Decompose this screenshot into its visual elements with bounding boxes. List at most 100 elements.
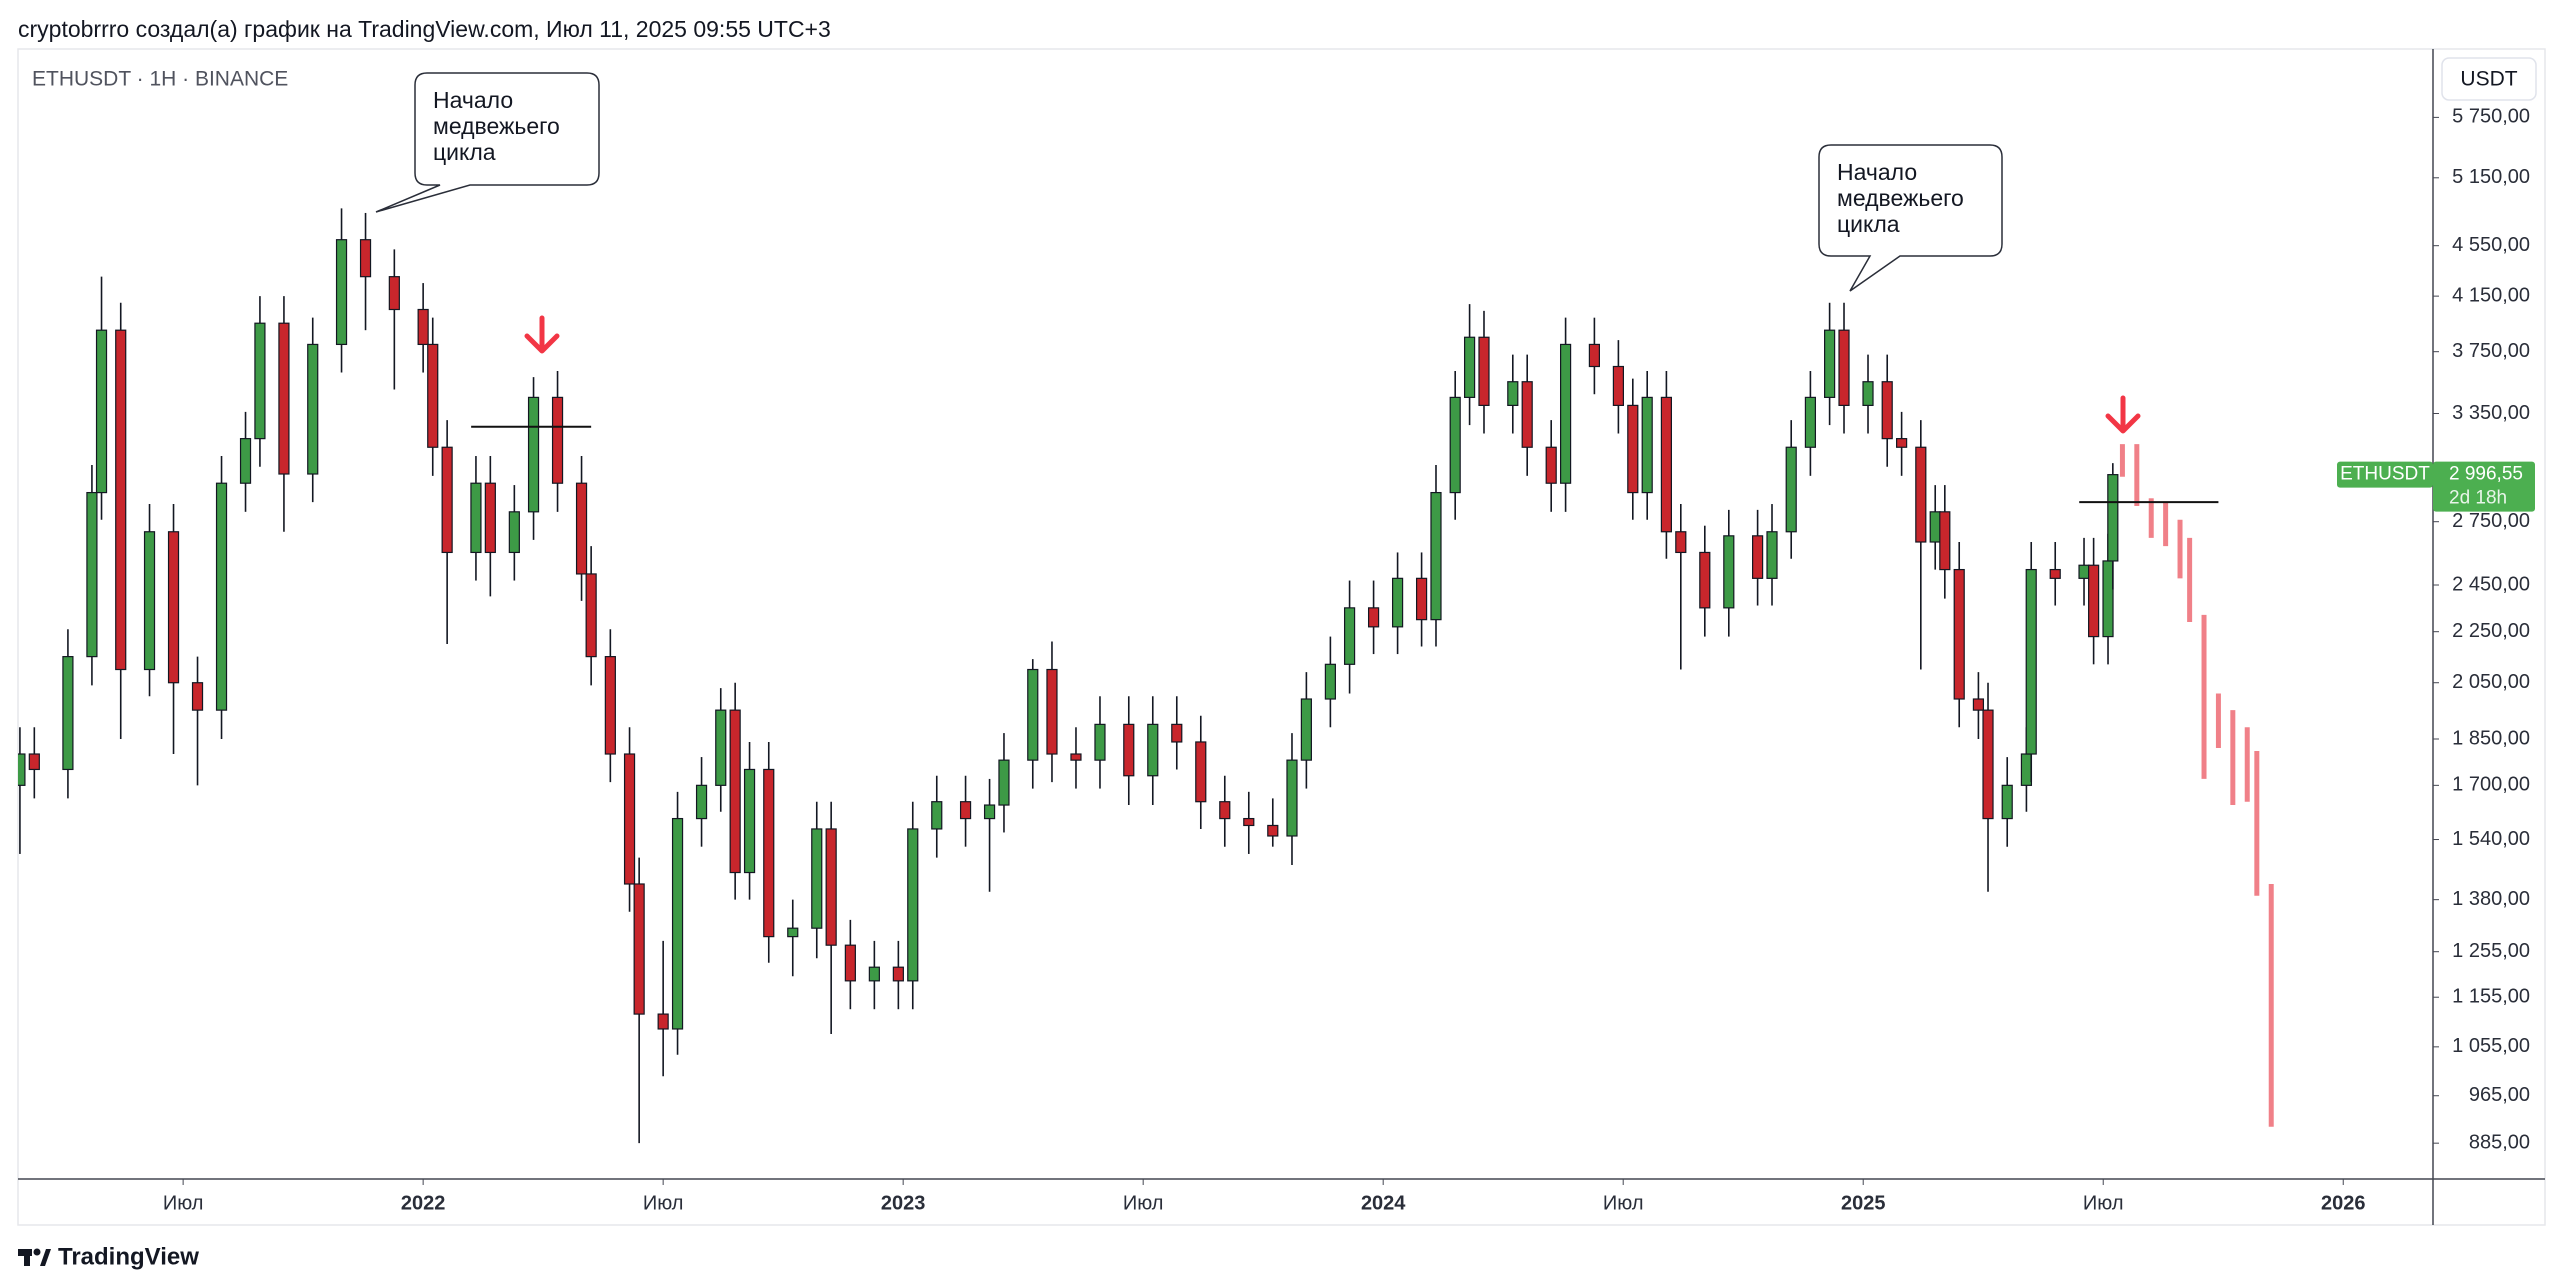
y-tick-label: 5 150,00 bbox=[2452, 166, 2530, 188]
candle bbox=[307, 317, 319, 503]
x-tick-label: 2024 bbox=[1361, 1192, 1406, 1214]
candle bbox=[633, 857, 645, 1144]
candle-body bbox=[1896, 438, 1908, 448]
candle-body bbox=[1324, 663, 1336, 700]
candle-body bbox=[1521, 381, 1533, 448]
candle bbox=[1723, 509, 1735, 637]
candle bbox=[215, 456, 228, 739]
candle-body bbox=[892, 966, 904, 982]
candle-body bbox=[1588, 343, 1600, 368]
candle bbox=[604, 629, 616, 783]
candle-body bbox=[2001, 784, 2013, 820]
candle-body bbox=[1147, 723, 1159, 777]
candle-body bbox=[307, 343, 319, 475]
candle bbox=[1752, 509, 1764, 606]
candle-body bbox=[811, 828, 823, 929]
y-tick-label: 3 350,00 bbox=[2452, 402, 2530, 424]
candle-body bbox=[729, 709, 741, 874]
candle bbox=[1343, 580, 1356, 694]
candle-body bbox=[633, 883, 645, 1015]
candle-body bbox=[1046, 668, 1058, 755]
candle bbox=[508, 485, 520, 581]
candle-body bbox=[931, 801, 943, 830]
y-tick-label: 3 750,00 bbox=[2452, 340, 2530, 362]
candle-body bbox=[115, 329, 127, 671]
candle-body bbox=[1545, 446, 1557, 484]
callout-text: цикла bbox=[433, 139, 496, 165]
header-note: cryptobrrro создал(а) график на TradingV… bbox=[18, 16, 831, 42]
red-arrow bbox=[2105, 395, 2141, 434]
candle bbox=[671, 791, 684, 1055]
candle bbox=[115, 302, 127, 739]
candle bbox=[1324, 636, 1336, 728]
x-tick-label: Июл bbox=[2083, 1192, 2124, 1214]
candle bbox=[1915, 420, 1927, 670]
candle-body bbox=[2107, 474, 2119, 562]
candle bbox=[787, 899, 799, 977]
candle bbox=[998, 733, 1010, 833]
y-tick-label: 1 700,00 bbox=[2452, 774, 2530, 796]
last-price-symbol: ETHUSDT bbox=[2340, 464, 2430, 485]
candle bbox=[1267, 798, 1279, 847]
candle bbox=[1559, 317, 1572, 512]
candle-body bbox=[715, 709, 727, 786]
candle-body bbox=[604, 656, 616, 755]
candle bbox=[1545, 420, 1557, 512]
candle-body bbox=[143, 531, 156, 671]
x-tick-label: 2026 bbox=[2321, 1192, 2366, 1214]
candle-body bbox=[998, 759, 1010, 806]
candle bbox=[1046, 641, 1058, 783]
y-tick-label: 1 380,00 bbox=[2452, 888, 2530, 910]
candle-body bbox=[470, 482, 482, 554]
candle bbox=[825, 801, 837, 1035]
currency-box[interactable] bbox=[2441, 57, 2537, 101]
candle-body bbox=[1094, 723, 1106, 761]
candle-body bbox=[1286, 759, 1298, 837]
candle-body bbox=[191, 682, 204, 711]
candle bbox=[191, 656, 204, 786]
candle bbox=[470, 456, 482, 581]
candle-body bbox=[1367, 607, 1380, 628]
callout-text: цикла bbox=[1837, 211, 1900, 237]
candle bbox=[1123, 696, 1135, 806]
candle bbox=[1286, 733, 1298, 866]
candle-body bbox=[695, 784, 708, 820]
brand-logo[interactable]: TradingView bbox=[18, 1243, 199, 1270]
last-price-countdown: 2d 18h bbox=[2449, 488, 2507, 509]
x-tick-label: Июл bbox=[643, 1192, 684, 1214]
candle bbox=[1699, 525, 1711, 637]
y-tick-label: 2 250,00 bbox=[2452, 620, 2530, 642]
red-arrow bbox=[524, 315, 560, 354]
candle-body bbox=[1267, 824, 1279, 837]
candle-body bbox=[1123, 723, 1135, 777]
candle-body bbox=[388, 276, 400, 311]
candle-body bbox=[1391, 577, 1404, 628]
candle bbox=[1478, 310, 1490, 434]
candle bbox=[959, 775, 972, 847]
candle bbox=[1804, 371, 1817, 476]
candle-body bbox=[254, 322, 266, 440]
callout-box bbox=[375, 72, 600, 213]
y-tick-label: 5 750,00 bbox=[2452, 106, 2530, 128]
candle-body bbox=[585, 573, 597, 658]
candle bbox=[167, 504, 180, 755]
candle bbox=[359, 212, 372, 331]
x-tick-label: 2022 bbox=[401, 1192, 446, 1214]
candle-body bbox=[1027, 668, 1039, 761]
candle bbox=[335, 208, 348, 373]
candle-body bbox=[1507, 381, 1519, 406]
candle-body bbox=[417, 308, 429, 346]
currency-label[interactable]: USDT bbox=[2460, 68, 2517, 91]
x-tick-label: Июл bbox=[163, 1192, 204, 1214]
candle bbox=[441, 420, 453, 645]
brand-name[interactable]: TradingView bbox=[58, 1243, 199, 1270]
x-tick-label: 2023 bbox=[881, 1192, 926, 1214]
candle bbox=[763, 741, 775, 963]
candle bbox=[1929, 485, 1941, 570]
candle bbox=[1195, 715, 1207, 829]
candle bbox=[1391, 552, 1404, 655]
candle bbox=[1675, 504, 1687, 670]
candle bbox=[1612, 340, 1624, 434]
x-tick-label: 2025 bbox=[1841, 1192, 1886, 1214]
candle-body bbox=[1785, 446, 1797, 533]
